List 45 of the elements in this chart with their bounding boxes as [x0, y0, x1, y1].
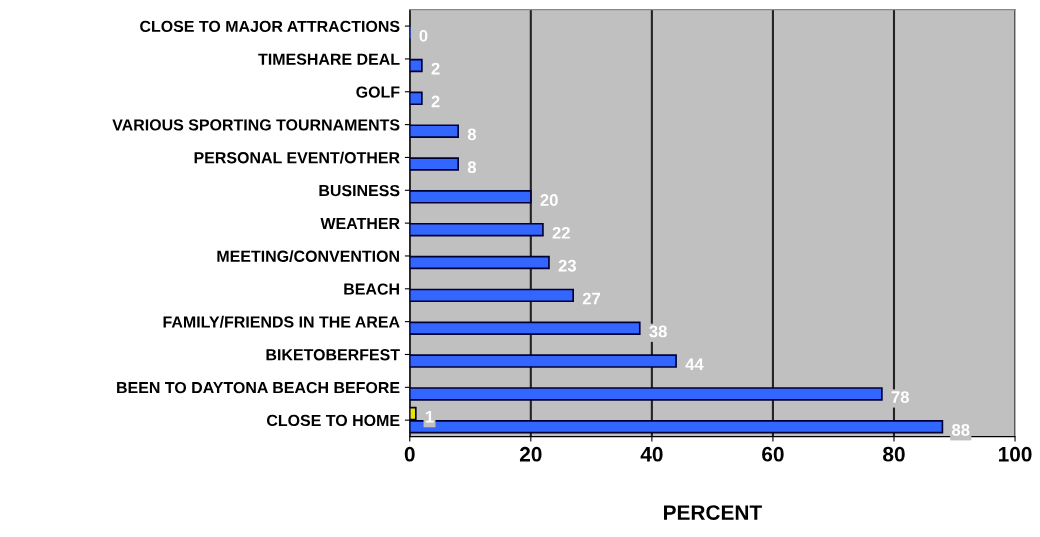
- y-tick-label: BEEN TO DAYTONA BEACH BEFORE: [117, 381, 400, 394]
- bar: [409, 321, 641, 335]
- x-tick-label: 0: [404, 446, 415, 462]
- y-tick-label: GOLF: [356, 86, 400, 98]
- x-tick-label: 20: [519, 446, 542, 462]
- data-label: 88: [952, 424, 970, 436]
- y-tick-label: MEETING/CONVENTION: [217, 250, 399, 263]
- bar: [409, 58, 423, 73]
- y-tick-label: BUSINESS: [319, 184, 400, 197]
- y-tick-label: CLOSE TO MAJOR ATTRACTIONS: [140, 20, 400, 33]
- bar: [409, 157, 460, 171]
- x-tick-label: 100: [998, 446, 1032, 462]
- bar: [409, 354, 677, 368]
- data-label: 2: [431, 62, 440, 75]
- x-axis-title: PERCENT: [664, 505, 762, 520]
- y-tick-label: BEACH: [344, 283, 399, 295]
- data-label: 22: [552, 226, 570, 239]
- bar: [409, 91, 423, 106]
- y-tick-label: CLOSE TO HOME: [266, 414, 400, 427]
- bar: [409, 255, 550, 270]
- bar: [409, 124, 460, 138]
- y-tick-label: PERSONAL EVENT/OTHER: [194, 151, 400, 164]
- data-label: 8: [467, 128, 477, 141]
- data-label: 23: [558, 259, 576, 272]
- data-label: 1: [425, 411, 434, 423]
- data-label: 0: [419, 29, 428, 42]
- y-tick-label: VARIOUS SPORTING TOURNAMENTS: [112, 119, 400, 131]
- bar: [409, 387, 883, 401]
- y-tick-label: TIMESHARE DEAL: [258, 53, 400, 65]
- y-tick-label: WEATHER: [320, 217, 400, 229]
- y-tick-label: BIKETOBERFEST: [266, 349, 400, 361]
- data-label: 27: [582, 292, 601, 305]
- data-label: 78: [891, 391, 909, 403]
- data-label: 8: [467, 161, 477, 174]
- x-tick-label: 80: [883, 446, 905, 462]
- bar: [409, 288, 575, 303]
- x-tick-label: 40: [640, 446, 663, 462]
- data-label: 44: [685, 358, 704, 370]
- x-tick-label: 60: [762, 446, 784, 462]
- data-label: 20: [540, 194, 558, 206]
- data-label: 38: [649, 325, 667, 338]
- y-tick-label: FAMILY/FRIENDS IN THE AREA: [163, 315, 400, 328]
- bar: [409, 222, 544, 237]
- data-label: 2: [431, 95, 440, 108]
- bar: [409, 190, 532, 204]
